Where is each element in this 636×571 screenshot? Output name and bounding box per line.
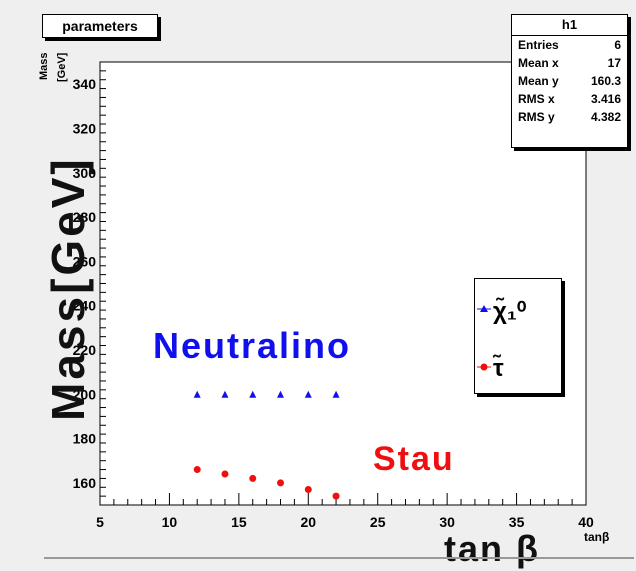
legend: χ̃₁⁰ τ̃ [474,278,562,394]
y-tick-label: 160 [73,475,97,491]
stau-annotation: Stau [373,440,455,478]
legend-stau-label: τ̃ [493,354,504,382]
data-point-stau [249,474,257,482]
y-tick-label: 320 [73,120,97,136]
x-tick-label: 5 [96,514,104,530]
stats-value: 160.3 [590,74,621,88]
data-point-neutralino [249,390,257,398]
data-point-neutralino [193,390,201,398]
x-tick-label: 30 [439,514,455,530]
y-tick-label: 240 [73,298,97,314]
y-tick-label: 260 [73,253,97,269]
neutralino-annotation: Neutralino [153,325,352,366]
stats-label: RMS y [518,110,555,124]
stats-value: 3.416 [590,92,621,106]
histogram-title: parameters [62,18,138,34]
stats-label: Mean y [518,74,559,88]
x-tick-label: 25 [370,514,386,530]
stats-row-entries: Entries 6 [512,36,627,54]
x-tick-label: 20 [300,514,316,530]
x-tick-label: 40 [578,514,594,530]
axes: 5 10 15 20 25 30 35 40 160 180 200 220 240 260 280 300 3… [73,61,594,530]
y-axis-big-label: Mass[GeV] [42,156,94,421]
y-tick-label: 340 [73,76,97,92]
bottom-divider [44,557,634,559]
stats-row-mean-y: Mean y 160.3 [512,72,627,90]
x-tick-label: 15 [231,514,247,530]
y-tick-label: 180 [73,431,97,447]
stats-value: 6 [614,38,621,52]
legend-graphic: χ̃₁⁰ τ̃ [477,297,527,382]
y-tick-label: 300 [73,165,97,181]
data-point-stau [277,479,285,487]
y-axis-small-label: Mass [38,52,50,80]
data-point-stau [221,470,229,478]
stats-row-rms-y: RMS y 4.382 [512,108,627,126]
y-tick-label: 200 [73,386,97,402]
data-point-neutralino [277,390,285,398]
x-axis-small-label: tanβ [584,530,610,544]
y-tick-label: 280 [73,209,97,225]
data-point-neutralino [332,390,340,398]
data-point-neutralino [304,390,312,398]
y-axis-unit-label: [GeV] [56,52,68,82]
legend-stau-marker [480,363,488,371]
stats-box: h1 Entries 6 Mean x 17 Mean y 160.3 RMS … [511,14,628,148]
stats-label: RMS x [518,92,555,106]
x-tick-label: 10 [162,514,178,530]
y-tick-label: 220 [73,342,97,358]
stats-value: 4.382 [590,110,621,124]
data-point-stau [332,492,340,500]
stats-label: Mean x [518,56,559,70]
data-point-stau [193,466,201,474]
legend-neutralino-label: χ̃₁⁰ [493,297,527,325]
data-point-neutralino [221,390,229,398]
legend-neutralino-marker [480,305,488,312]
stats-row-rms-x: RMS x 3.416 [512,90,627,108]
data-marks [193,390,340,500]
stats-title: h1 [512,15,627,36]
x-axis-big-label: tan β [444,528,540,569]
histogram-title-box: parameters [42,14,158,38]
data-point-stau [304,485,312,493]
stats-row-mean-x: Mean x 17 [512,54,627,72]
stats-label: Entries [518,38,559,52]
x-tick-label: 35 [509,514,525,530]
stats-value: 17 [607,56,621,70]
